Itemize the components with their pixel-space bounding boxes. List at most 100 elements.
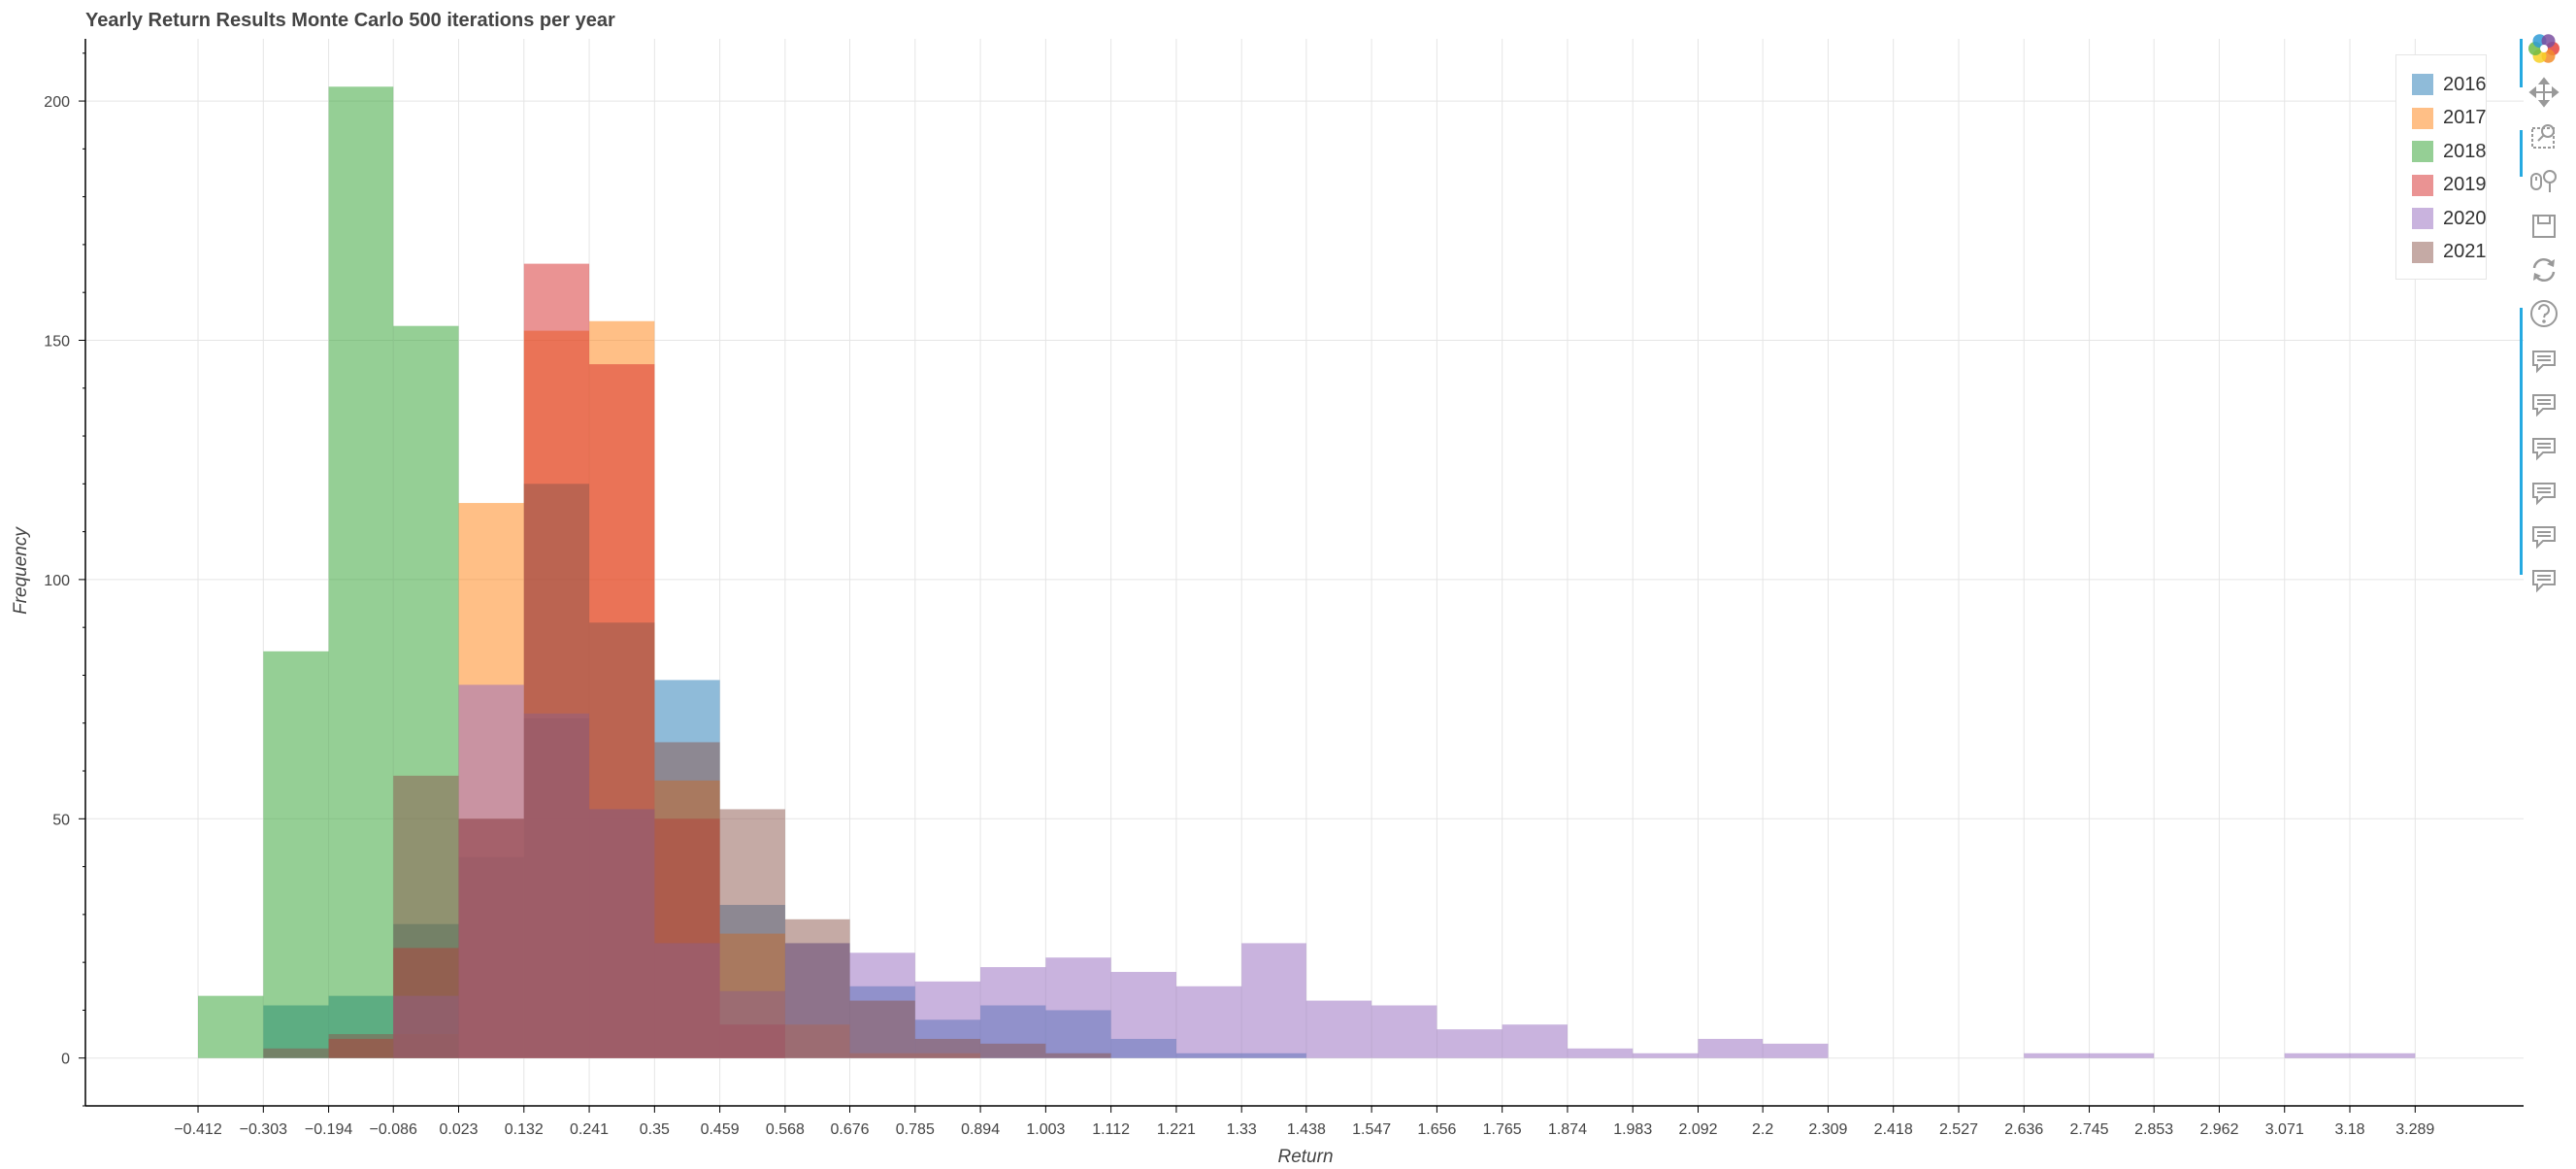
- bar-2021-bin-4: [458, 818, 524, 1058]
- legend-swatch: [2412, 208, 2433, 229]
- wheel-zoom-icon: [2530, 169, 2557, 192]
- hover-icon: [2532, 438, 2556, 461]
- bar-2020-bin-15: [1175, 985, 1242, 1058]
- bar-2020-bin-24: [1763, 1043, 1829, 1058]
- legend-item-2018[interactable]: 2018: [2412, 139, 2487, 164]
- chart-title: Yearly Return Results Monte Carlo 500 it…: [85, 10, 615, 31]
- hover-tool-button[interactable]: [2527, 344, 2560, 377]
- x-tick-label: 0.132: [505, 1121, 544, 1138]
- hover-icon: [2532, 350, 2556, 373]
- pan-tool-button[interactable]: [2527, 76, 2560, 109]
- bar-2020-bin-22: [1633, 1052, 1699, 1058]
- bar-2020-bin-33: [2350, 1052, 2416, 1058]
- histogram-bars: [198, 86, 2416, 1058]
- bar-2020-bin-13: [1045, 957, 1111, 1058]
- x-tick-label: 3.289: [2395, 1121, 2434, 1138]
- legend-label: 2016: [2443, 73, 2487, 95]
- y-tick-label: 0: [61, 1052, 70, 1068]
- legend-label: 2017: [2443, 107, 2487, 128]
- hover-tool-button[interactable]: [2527, 476, 2560, 509]
- bar-2020-bin-14: [1110, 972, 1176, 1058]
- bokeh-logo-icon: [2528, 33, 2559, 63]
- help-icon: [2530, 300, 2558, 328]
- wheel-zoom-tool-button[interactable]: [2527, 164, 2560, 197]
- legend-item-2016[interactable]: 2016: [2412, 72, 2487, 97]
- x-tick-label: 1.874: [1548, 1121, 1587, 1138]
- bar-2018-bin-0: [198, 995, 264, 1058]
- reset-tool-button[interactable]: [2527, 253, 2560, 286]
- bar-2021-bin-12: [980, 1043, 1046, 1058]
- legend-item-2019[interactable]: 2019: [2412, 173, 2487, 198]
- bar-2021-bin-11: [914, 1039, 981, 1058]
- x-tick-label: 0.459: [701, 1121, 740, 1138]
- bar-2021-bin-3: [393, 775, 459, 1058]
- legend-swatch: [2412, 141, 2433, 162]
- x-tick-label: 1.983: [1613, 1121, 1652, 1138]
- x-tick-label: 0.241: [570, 1121, 609, 1138]
- legend-label: 2018: [2443, 140, 2487, 162]
- bar-2021-bin-9: [784, 918, 850, 1058]
- x-tick-label: 2.636: [2004, 1121, 2043, 1138]
- bar-2020-bin-18: [1371, 1005, 1437, 1058]
- bar-2020-bin-19: [1437, 1029, 1503, 1058]
- bar-2021-bin-7: [654, 742, 720, 1058]
- bar-2021-bin-2: [328, 1034, 394, 1058]
- bar-2021-bin-6: [589, 622, 655, 1058]
- x-tick-label: 1.656: [1417, 1121, 1456, 1138]
- bar-2020-bin-23: [1698, 1039, 1764, 1058]
- x-tick-label: −0.412: [174, 1121, 221, 1138]
- bar-2021-bin-13: [1045, 1052, 1111, 1058]
- bar-2020-bin-17: [1305, 1000, 1372, 1058]
- series-2021: [263, 484, 1111, 1058]
- save-icon: [2532, 214, 2556, 238]
- x-tick-label: 3.18: [2334, 1121, 2364, 1138]
- legend-item-2021[interactable]: 2021: [2412, 240, 2487, 265]
- hover-icon: [2532, 393, 2556, 418]
- bar-2020-bin-12: [980, 967, 1046, 1058]
- bokeh-logo-tool-button[interactable]: [2527, 32, 2560, 65]
- x-tick-label: −0.194: [305, 1121, 352, 1138]
- bar-2021-bin-1: [263, 1048, 329, 1058]
- hover-icon: [2532, 482, 2556, 506]
- axes: [79, 39, 2524, 1113]
- active-tool-indicator: [2520, 39, 2523, 87]
- bar-2020-bin-32: [2284, 1052, 2351, 1058]
- bar-2020-bin-16: [1241, 943, 1306, 1058]
- x-tick-label: 2.853: [2134, 1121, 2173, 1138]
- x-tick-label: 0.894: [961, 1121, 1000, 1138]
- bar-2020-bin-21: [1567, 1048, 1634, 1058]
- hover-tool-button[interactable]: [2527, 519, 2560, 552]
- x-tick-label: 1.547: [1352, 1121, 1391, 1138]
- legend-swatch: [2412, 241, 2433, 263]
- legend-label: 2021: [2443, 241, 2487, 262]
- active-tool-indicator: [2520, 130, 2523, 177]
- x-tick-label: 2.745: [2070, 1121, 2109, 1138]
- x-tick-label: 0.023: [439, 1121, 478, 1138]
- legend: 2016 2017 2018 2019 2020 2021: [2395, 54, 2487, 280]
- series-2018: [198, 86, 459, 1058]
- x-tick-label: 0.35: [640, 1121, 670, 1138]
- hover-tool-button[interactable]: [2527, 387, 2560, 420]
- legend-item-2017[interactable]: 2017: [2412, 106, 2487, 131]
- hover-tool-button[interactable]: [2527, 563, 2560, 596]
- hover-icon: [2532, 525, 2556, 550]
- bar-2020-bin-29: [2089, 1052, 2155, 1058]
- x-tick-label: 1.765: [1483, 1121, 1522, 1138]
- x-tick-label: 0.785: [896, 1121, 935, 1138]
- legend-item-2020[interactable]: 2020: [2412, 206, 2487, 231]
- x-tick-label: −0.303: [240, 1121, 287, 1138]
- help-tool-button[interactable]: [2527, 297, 2560, 330]
- x-tick-label: 2.309: [1808, 1121, 1847, 1138]
- y-tick-label: 100: [44, 573, 70, 589]
- x-tick-label: 2.092: [1678, 1121, 1717, 1138]
- y-tick-label: 200: [44, 94, 70, 111]
- box-zoom-tool-button[interactable]: [2527, 119, 2560, 152]
- save-tool-button[interactable]: [2527, 210, 2560, 243]
- hover-tool-button[interactable]: [2527, 431, 2560, 464]
- tick-labels: −0.412 −0.303 −0.194 −0.086 0.023 0.132 0.241 0…: [44, 94, 2434, 1138]
- active-tool-indicator: [2520, 308, 2523, 575]
- x-tick-label: 2.527: [1939, 1121, 1978, 1138]
- bar-2018-bin-2: [328, 86, 394, 1058]
- x-tick-label: −0.086: [370, 1121, 417, 1138]
